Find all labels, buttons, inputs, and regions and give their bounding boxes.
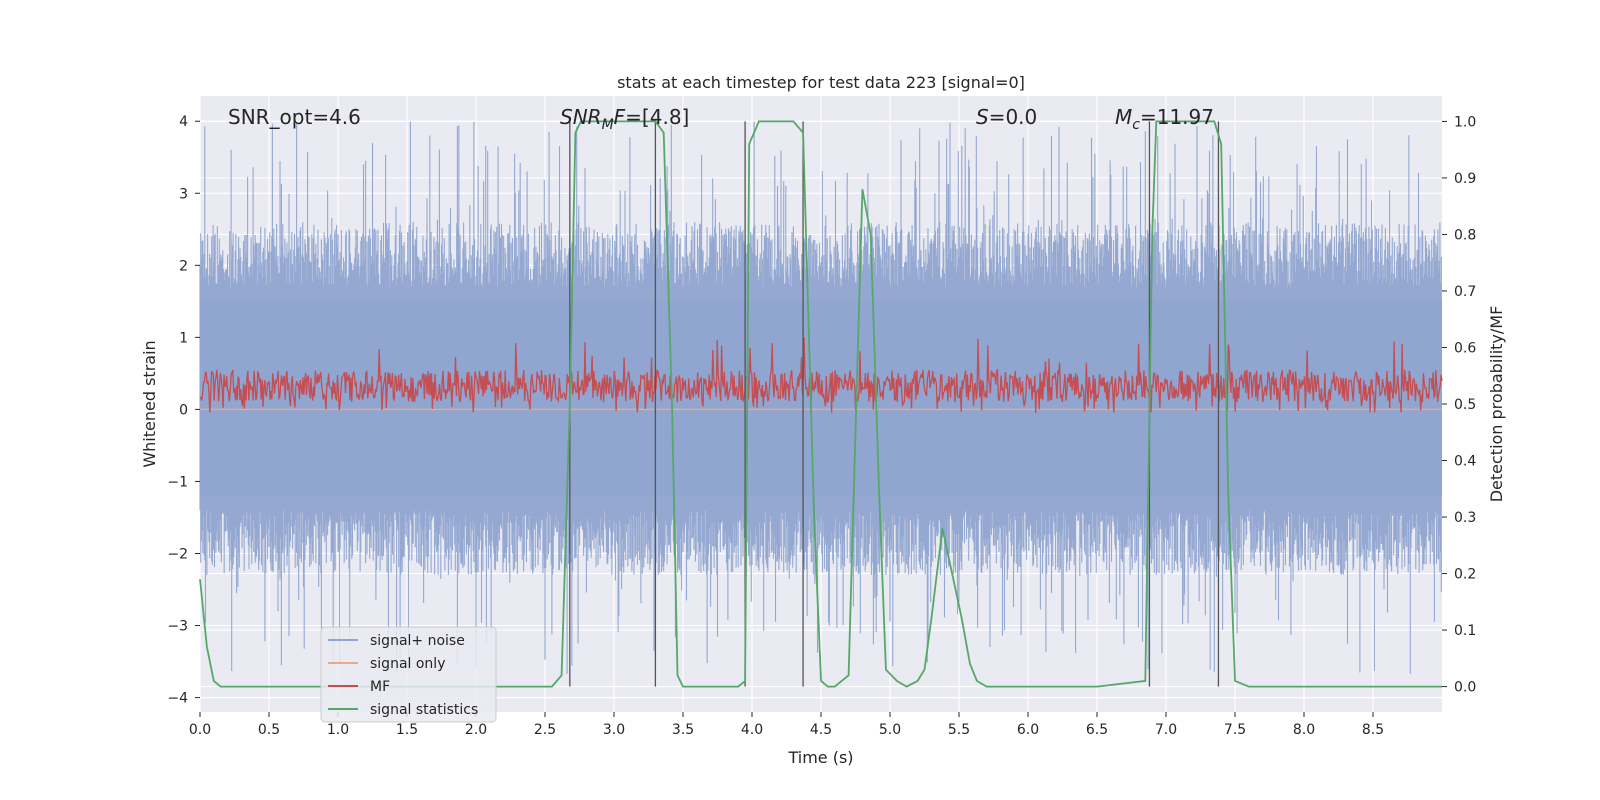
legend: signal+ noise signal only MF signal stat…: [320, 626, 497, 723]
x-tick-label: 0.5: [258, 722, 280, 738]
y-tick-label: 1: [179, 330, 188, 346]
y2-tick-label: 0.1: [1454, 623, 1476, 639]
x-axis-label: Time (s): [787, 748, 853, 767]
y2-tick-label: 0.2: [1454, 567, 1476, 583]
x-tick-label: 6.0: [1017, 722, 1039, 738]
y-tick-label: 3: [179, 186, 188, 202]
x-tick-label: 2.5: [534, 722, 556, 738]
signal-statistics-line: [199, 120, 1442, 688]
y-tick-label: −4: [167, 691, 188, 707]
x-tick-label: 4.0: [741, 722, 763, 738]
legend-label-mf: MF: [370, 679, 390, 695]
y-tick-label: 4: [179, 114, 188, 130]
x-tick-label: 5.0: [879, 722, 901, 738]
x-tick-label: 8.0: [1293, 722, 1315, 738]
y2-axis-label: Detection probability/MF: [1487, 306, 1506, 503]
annotation-snr-mf-mid: F: [614, 105, 626, 129]
x-tick-label: 6.5: [1086, 722, 1108, 738]
x-tick-label: 4.5: [810, 722, 832, 738]
annotation-s-value: =0.0: [989, 105, 1038, 129]
x-tick-label: 7.0: [1155, 722, 1177, 738]
legend-label-signal-only: signal only: [370, 656, 445, 672]
y2-tick-label: 0.3: [1454, 510, 1476, 526]
y-tick-label: −3: [167, 619, 188, 635]
annotation-mc: Mc=11.97: [1115, 105, 1214, 133]
mf-series: [199, 337, 1443, 413]
signal-statistics-series: [199, 120, 1442, 688]
annotation-snr-mf-label: SNR: [560, 105, 602, 129]
x-tick-label: 0.0: [189, 722, 211, 738]
annotation-s: S=0.0: [976, 105, 1037, 129]
x-tick-label: 3.5: [672, 722, 694, 738]
y2-tick-label: 0.6: [1454, 340, 1476, 356]
legend-label-signal-noise: signal+ noise: [370, 633, 465, 649]
annotation-snr-mf: SNRMF=[4.8]: [560, 105, 689, 133]
y2-tick-label: 0.4: [1454, 454, 1476, 470]
x-tick-label: 1.5: [396, 722, 418, 738]
y2-tick-label: 1.0: [1454, 114, 1476, 130]
x-tick-label: 8.5: [1362, 722, 1384, 738]
y-axis-ticks: 4 3 2 1 0 −1 −2 −3 −4: [167, 114, 200, 707]
y2-tick-label: 0.0: [1454, 680, 1476, 696]
y-tick-label: −2: [167, 546, 188, 562]
x-tick-label: 5.5: [948, 722, 970, 738]
chart-title: stats at each timestep for test data 223…: [617, 73, 1025, 92]
y2-tick-label: 0.7: [1454, 284, 1476, 300]
legend-box: [320, 626, 497, 723]
annotation-mc-sub: c: [1132, 117, 1140, 133]
annotation-mc-value: =11.97: [1140, 105, 1214, 129]
y-axis-label: Whitened strain: [140, 340, 159, 467]
x-tick-label: 7.5: [1224, 722, 1246, 738]
y2-tick-label: 0.9: [1454, 171, 1476, 187]
y2-axis-ticks: 1.0 0.9 0.8 0.7 0.6 0.5 0.4 0.3 0.2 0.1 0.0: [1442, 114, 1476, 696]
annotation-snr-opt: SNR_opt=4.6: [228, 105, 361, 129]
annotation-s-label: S: [976, 105, 989, 129]
annotation-snr-mf-value: =[4.8]: [625, 105, 689, 129]
x-tick-label: 2.0: [465, 722, 487, 738]
y2-tick-label: 0.8: [1454, 227, 1476, 243]
legend-label-signal-statistics: signal statistics: [370, 702, 478, 718]
x-axis-ticks: 0.0 0.5 1.0 1.5 2.0 2.5 3.0 3.5 4.0 4.5 5.0 5.5 6.0 6…: [189, 712, 1384, 738]
x-tick-label: 1.0: [327, 722, 349, 738]
x-tick-label: 3.0: [603, 722, 625, 738]
y-tick-label: 2: [179, 258, 188, 274]
y2-tick-label: 0.5: [1454, 397, 1476, 413]
y-tick-label: 0: [179, 402, 188, 418]
annotation-mc-label: M: [1115, 105, 1132, 129]
annotation-snr-mf-sub: M: [602, 117, 614, 133]
y-tick-label: −1: [167, 474, 188, 490]
mf-line: [199, 337, 1443, 413]
